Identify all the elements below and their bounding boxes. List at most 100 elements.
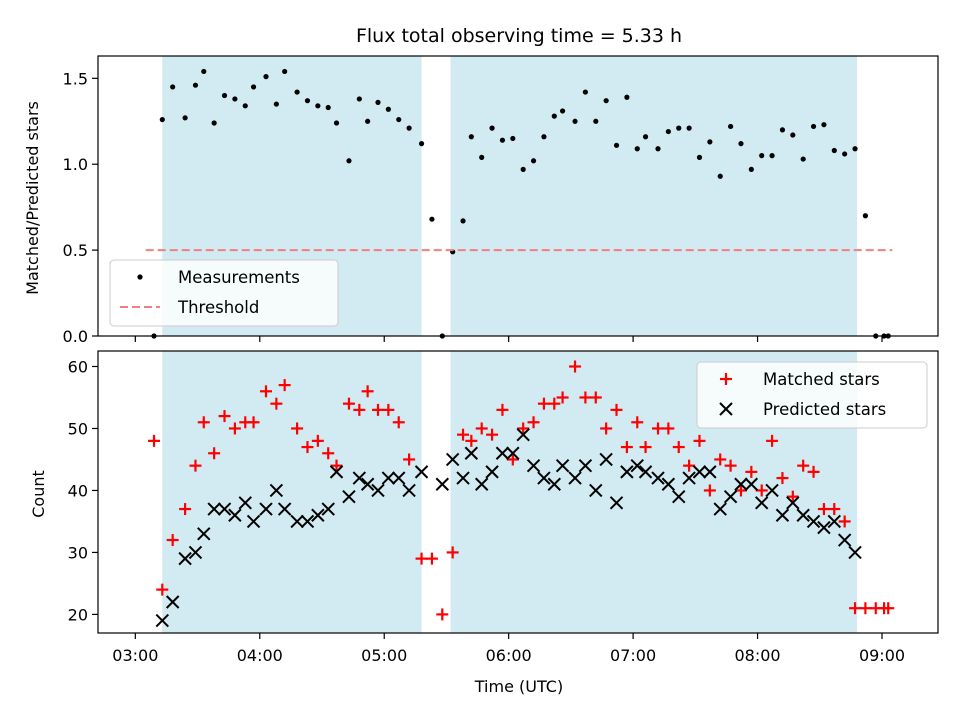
matched-point: [527, 416, 540, 429]
top-legend: Measurements Threshold: [109, 259, 339, 327]
predicted-point: [228, 508, 242, 522]
measurement-point: [707, 139, 713, 145]
matched-point: [475, 422, 488, 435]
measurement-point: [738, 141, 744, 147]
matched-point: [372, 403, 384, 416]
measurement-point: [717, 173, 723, 179]
matched-point: [745, 465, 758, 478]
top-panel: 0.0 0.5 1.0 1.5 Matched/Predicted stars Mea…: [23, 55, 939, 346]
predicted-point: [392, 471, 406, 485]
predicted-point: [321, 502, 335, 516]
matched-point: [600, 422, 613, 435]
predicted-point: [516, 427, 530, 442]
predicted-point: [547, 477, 562, 491]
predicted-point: [796, 508, 810, 522]
predicted-point: [765, 483, 779, 498]
predicted-point: [371, 483, 385, 498]
matched-point: [693, 434, 706, 447]
predicted-point: [352, 471, 367, 485]
measurement-point: [282, 68, 288, 75]
matched-point: [311, 434, 324, 447]
predicted-point: [435, 477, 450, 491]
matched-point: [882, 602, 895, 615]
measurement-point: [460, 218, 466, 224]
predicted-point: [165, 595, 180, 609]
predicted-point: [329, 465, 344, 479]
measurement-point: [842, 151, 848, 157]
measurement-point: [624, 94, 630, 100]
legend-matched-label: Matched stars: [763, 370, 880, 389]
measurement-point: [192, 82, 199, 88]
predicted-point: [630, 458, 644, 473]
matched-point: [403, 453, 416, 466]
predicted-point: [568, 471, 582, 485]
bottom-legend-box: [696, 361, 928, 429]
predicted-point: [414, 465, 429, 479]
measurement-point: [325, 104, 331, 111]
matched-point: [548, 397, 561, 410]
matched-point: [714, 453, 727, 466]
measurement-point: [810, 123, 817, 130]
matched-point: [425, 552, 438, 565]
predicted-point: [526, 458, 541, 473]
y-tick-label-3: 1.5: [63, 69, 88, 88]
bottom-data-marks: [148, 360, 895, 628]
predicted-point: [506, 446, 520, 460]
x-tick-label-6: 09:00: [859, 646, 905, 665]
matched-point: [156, 583, 169, 596]
measurement-point: [221, 92, 228, 99]
predicted-point: [342, 489, 356, 504]
matched-point: [361, 385, 374, 398]
matched-point: [703, 484, 716, 497]
matched-point: [179, 503, 192, 516]
x-tick-label-4: 07:00: [610, 646, 656, 665]
predicted-point: [269, 483, 284, 498]
measurement-point: [375, 99, 381, 105]
predicted-point: [290, 514, 304, 529]
y-tick-label-4: 60: [68, 357, 88, 376]
predicted-point: [775, 508, 790, 522]
bottom-y-axis-ticks: 20 30 40 50 60: [68, 357, 98, 624]
y-tick-label-1: 0.5: [63, 241, 88, 260]
matched-point: [610, 403, 623, 416]
predicted-point: [445, 452, 460, 467]
predicted-point: [197, 527, 211, 541]
measurement-point: [294, 89, 300, 95]
matched-point: [556, 391, 569, 404]
measurement-point: [510, 135, 516, 142]
matched-point: [639, 441, 652, 454]
matched-point: [197, 416, 210, 429]
shaded-interval-0: [162, 351, 422, 633]
matched-point: [766, 434, 779, 447]
measurement-point: [429, 216, 435, 222]
matched-point: [724, 459, 737, 472]
matched-point: [247, 416, 260, 429]
measurement-point: [396, 116, 402, 123]
predicted-point: [599, 452, 613, 467]
predicted-point: [360, 477, 375, 491]
x-axis-label: Time (UTC): [474, 677, 563, 696]
legend-measurements-marker: [137, 274, 143, 280]
predicted-point: [672, 489, 686, 504]
matched-point: [517, 422, 530, 435]
measurement-point: [665, 128, 671, 135]
matched-point: [486, 428, 499, 441]
y-tick-label-0: 0.0: [63, 327, 88, 346]
measurement-point: [182, 115, 188, 121]
top-legend-box: [109, 259, 339, 327]
measurement-point: [170, 84, 176, 90]
predicted-point: [207, 502, 221, 516]
measurement-point: [655, 146, 661, 152]
matched-point: [415, 552, 428, 565]
x-tick-label-0: 03:00: [112, 646, 158, 665]
matched-point: [166, 534, 179, 547]
predicted-point: [238, 496, 252, 510]
predicted-point: [837, 533, 852, 547]
measurement-point: [603, 98, 609, 104]
y-tick-label-3: 50: [68, 419, 88, 438]
measurement-point: [479, 154, 485, 160]
matched-point: [537, 397, 550, 410]
predicted-point: [246, 514, 261, 529]
measurement-point: [201, 68, 207, 75]
measurement-point: [211, 120, 217, 126]
